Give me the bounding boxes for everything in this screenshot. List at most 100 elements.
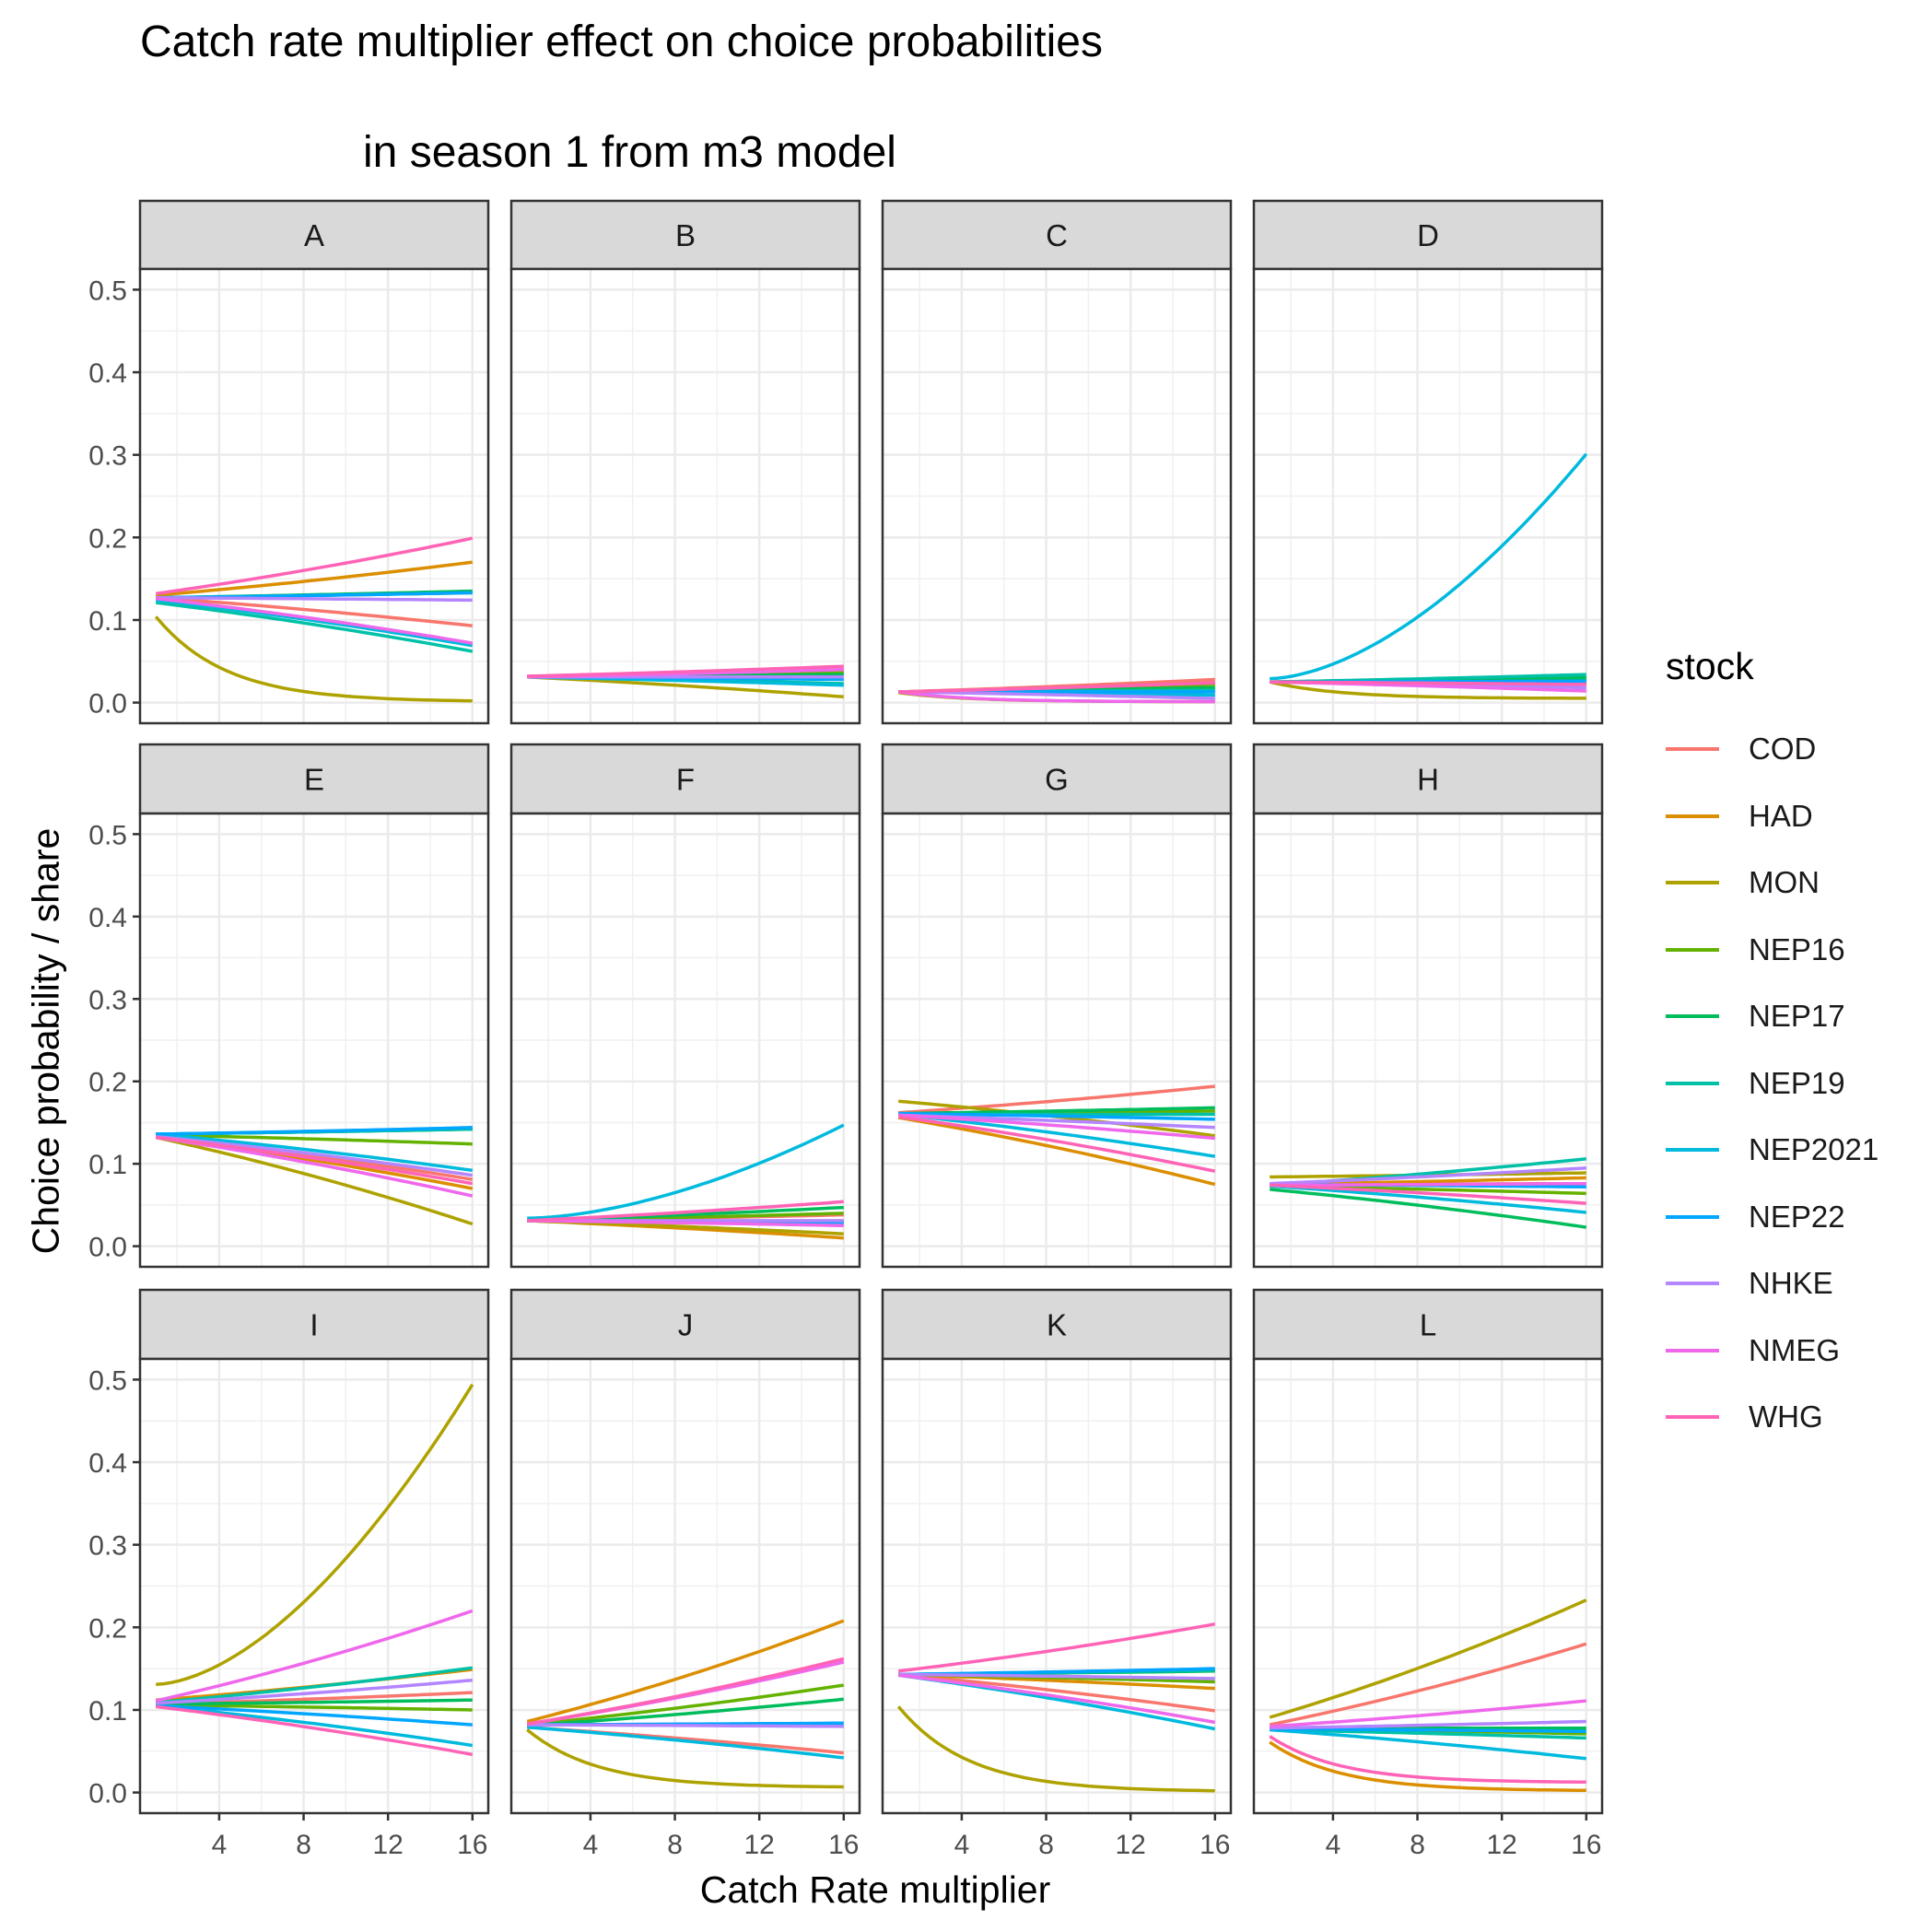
legend-item: MON (1666, 849, 1878, 917)
y-tick-label: 0.0 (88, 1233, 127, 1263)
series-line-nmeg (155, 1609, 474, 1703)
series-line-whg (527, 1200, 844, 1223)
series-line-had (1269, 1740, 1586, 1792)
panel-border (881, 812, 1233, 1269)
chart-subtitle: in season 1 from m3 model (363, 128, 896, 177)
series-line-cod (898, 1084, 1215, 1115)
legend-label: NEP19 (1749, 1065, 1845, 1100)
series-line-nmeg (897, 690, 1215, 704)
legend-label: NMEG (1749, 1332, 1840, 1367)
facet-strip (1252, 743, 1604, 815)
facet-label: K (1047, 1308, 1067, 1342)
x-tick-label: 8 (667, 1830, 683, 1860)
series-line-had (156, 560, 474, 597)
legend-label: HAD (1749, 798, 1813, 833)
y-tick-label: 0.0 (88, 689, 127, 720)
legend-item: NEP16 (1666, 917, 1878, 984)
series-line-nep19 (156, 1666, 474, 1704)
x-axis-title: Catch Rate multiplier (699, 1868, 1051, 1911)
y-tick-label: 0.4 (88, 1448, 127, 1479)
series-line-nep22 (156, 1704, 473, 1727)
y-tick-label: 0.5 (88, 1365, 127, 1396)
facet-label: L (1420, 1308, 1436, 1342)
legend-label: MON (1749, 865, 1820, 900)
facet-label: D (1417, 218, 1439, 252)
series-line-mon (1269, 1598, 1587, 1719)
series-line-whg (1270, 1183, 1586, 1205)
series-line-nep22 (898, 1111, 1215, 1121)
series-line-cod (1269, 1642, 1587, 1727)
y-tick-label: 0.1 (88, 1150, 127, 1180)
legend-label: COD (1749, 732, 1817, 767)
series-line-nep2021 (527, 1123, 845, 1220)
y-tick-label: 0.2 (88, 1068, 127, 1098)
legend-label: NEP22 (1749, 1199, 1845, 1234)
series-line-cod (898, 1672, 1216, 1713)
chart-title: Catch rate multiplier effect on choice p… (140, 18, 1103, 66)
legend-label: NEP2021 (1749, 1132, 1879, 1167)
legend-swatch (1666, 881, 1719, 885)
series-line-had (526, 1619, 845, 1724)
series-line-whg (155, 536, 474, 596)
legend-title: stock (1666, 645, 1754, 687)
x-tick-label: 12 (1486, 1830, 1516, 1860)
series-line-nep2021 (1270, 1184, 1586, 1214)
legend-item: NHKE (1666, 1250, 1878, 1317)
series-line-mon (155, 1135, 474, 1226)
series-line-nhke (527, 1723, 844, 1728)
series-line-mon (154, 615, 473, 703)
series-line-nep2021 (155, 598, 474, 648)
series-line-nep22 (156, 1126, 473, 1136)
legend-item: NEP22 (1666, 1184, 1878, 1251)
legend-label: WHG (1749, 1399, 1823, 1434)
series-line-nmeg (527, 1219, 844, 1228)
y-tick-label: 0.1 (88, 1696, 127, 1727)
series-line-mon (896, 1705, 1215, 1793)
facet-label: C (1046, 218, 1068, 252)
facet-strip (1252, 1288, 1604, 1361)
series-line-nep17 (156, 1698, 473, 1706)
series-line-nmeg (898, 1113, 1215, 1141)
y-tick-label: 0.5 (88, 275, 127, 306)
legend-item: NEP17 (1666, 983, 1878, 1050)
panel-border (881, 1357, 1233, 1815)
series-line-whg (1269, 1735, 1586, 1785)
x-tick-label: 16 (457, 1830, 487, 1860)
panel-border (509, 1357, 861, 1815)
series-line-nmeg (155, 1135, 474, 1198)
x-tick-label: 16 (1200, 1830, 1230, 1860)
series-line-nmeg (1270, 1699, 1586, 1728)
x-tick-label: 8 (296, 1830, 311, 1860)
x-tick-label: 4 (583, 1830, 599, 1860)
series-line-mon (1269, 680, 1586, 700)
series-line-nep2021 (156, 1132, 474, 1173)
y-tick-label: 0.4 (88, 903, 127, 933)
series-line-nhke (1270, 1719, 1586, 1730)
panel-border (138, 812, 490, 1269)
series-line-nep17 (527, 1697, 844, 1727)
series-line-nep2021 (156, 1704, 474, 1748)
facet-label: A (304, 218, 324, 252)
legend-item: COD (1666, 716, 1878, 783)
series-line-whg (155, 1135, 474, 1186)
x-tick-label: 12 (1115, 1830, 1145, 1860)
y-tick-label: 0.5 (88, 820, 127, 850)
facet-label: E (304, 763, 324, 797)
series-line-nep2021 (898, 1112, 1216, 1158)
legend-items: COD HAD MON NEP16 NEP17 NEP19 NEP2021 NEP22 NHKE… (1666, 716, 1878, 1451)
y-tick-label: 0.4 (88, 358, 127, 389)
x-tick-label: 4 (954, 1830, 970, 1860)
facet-strip (881, 743, 1233, 815)
legend-item: NEP19 (1666, 1050, 1878, 1118)
legend-swatch (1666, 1081, 1719, 1085)
series-line-nmeg (155, 596, 474, 645)
series-line-nmeg (897, 1673, 1216, 1725)
facet-label: I (310, 1308, 318, 1342)
legend-item: NMEG (1666, 1317, 1878, 1385)
panel-border (509, 812, 861, 1269)
x-tick-label: 8 (1038, 1830, 1054, 1860)
series-line-had (897, 1116, 1216, 1187)
series-line-nep2021 (527, 1726, 844, 1760)
panel-border (1252, 1357, 1604, 1815)
